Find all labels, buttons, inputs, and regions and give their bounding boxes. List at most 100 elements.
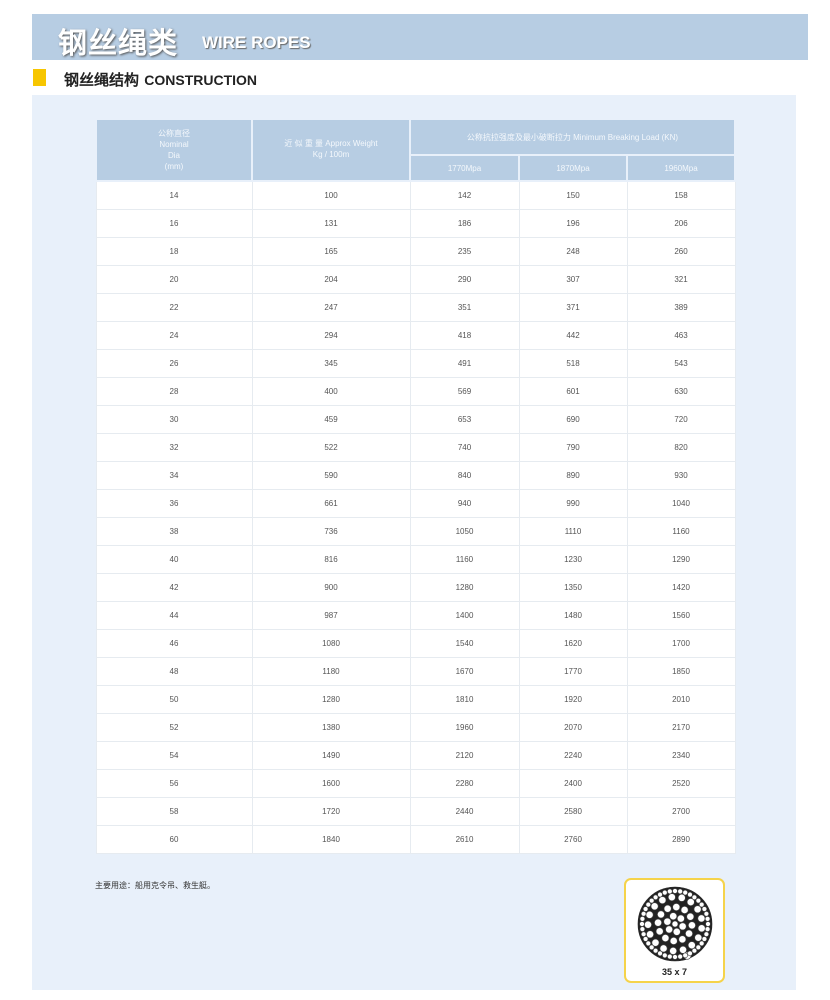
table-row: 46 1080 1540 1620 1700 — [95, 629, 736, 658]
cell-dia: 18 — [95, 237, 253, 266]
table-row: 44 987 1400 1480 1560 — [95, 601, 736, 630]
table-row: 58 1720 2440 2580 2700 — [95, 797, 736, 826]
banner-title-en: WIRE ROPES — [202, 33, 311, 52]
cell-weight: 1720 — [251, 797, 411, 826]
cell-load-1870: 1480 — [518, 601, 628, 630]
cell-weight: 1490 — [251, 741, 411, 770]
cell-weight: 590 — [251, 461, 411, 490]
table-row: 42 900 1280 1350 1420 — [95, 573, 736, 602]
cell-load-1770: 186 — [409, 209, 520, 238]
cell-dia: 54 — [95, 741, 253, 770]
cell-weight: 345 — [251, 349, 411, 378]
cell-weight: 987 — [251, 601, 411, 630]
cell-load-1870: 790 — [518, 433, 628, 462]
section-title-cn: 钢丝绳结构 — [64, 71, 140, 89]
cell-load-1870: 196 — [518, 209, 628, 238]
cell-load-1870: 1110 — [518, 517, 628, 546]
usage-note: 主要用途：船用克令吊、救生艇。 — [95, 881, 215, 890]
header-grade-1870: 1870Mpa — [518, 154, 628, 182]
cell-weight: 294 — [251, 321, 411, 350]
cell-load-1870: 2400 — [518, 769, 628, 798]
cell-dia: 34 — [95, 461, 253, 490]
cell-load-1870: 990 — [518, 489, 628, 518]
cell-load-1870: 371 — [518, 293, 628, 322]
cell-load-1960: 2520 — [626, 769, 736, 798]
header-dia: 公称直径 Nominal Dia (mm) — [95, 118, 253, 182]
cell-dia: 28 — [95, 377, 253, 406]
cell-dia: 52 — [95, 713, 253, 742]
table-row: 32 522 740 790 820 — [95, 433, 736, 462]
cell-load-1960: 1850 — [626, 657, 736, 686]
banner-title-cn: 钢丝绳类 — [58, 26, 179, 60]
cell-load-1770: 840 — [409, 461, 520, 490]
cell-dia: 58 — [95, 797, 253, 826]
cell-dia: 20 — [95, 265, 253, 294]
cell-load-1770: 1280 — [409, 573, 520, 602]
table-row: 48 1180 1670 1770 1850 — [95, 657, 736, 686]
cell-load-1870: 150 — [518, 180, 628, 210]
table-row: 30 459 653 690 720 — [95, 405, 736, 434]
table-row: 22 247 351 371 389 — [95, 293, 736, 322]
table-row: 36 661 940 990 1040 — [95, 489, 736, 518]
cell-dia: 36 — [95, 489, 253, 518]
cell-load-1870: 2240 — [518, 741, 628, 770]
table-row: 38 736 1050 1110 1160 — [95, 517, 736, 546]
cell-load-1870: 1920 — [518, 685, 628, 714]
cell-load-1960: 2700 — [626, 797, 736, 826]
section-marker — [33, 69, 46, 86]
cell-load-1870: 1620 — [518, 629, 628, 658]
cell-dia: 48 — [95, 657, 253, 686]
cell-load-1960: 1040 — [626, 489, 736, 518]
table-row: 26 345 491 518 543 — [95, 349, 736, 378]
cell-load-1870: 248 — [518, 237, 628, 266]
cell-weight: 900 — [251, 573, 411, 602]
table-row: 20 204 290 307 321 — [95, 265, 736, 294]
cell-load-1770: 940 — [409, 489, 520, 518]
cell-weight: 1600 — [251, 769, 411, 798]
header-breaking-load: 公称抗拉强度及最小破断拉力 Minimum Breaking Load (KN) — [408, 118, 737, 156]
cell-load-1960: 1560 — [626, 601, 736, 630]
cell-load-1770: 569 — [409, 377, 520, 406]
cell-load-1870: 2070 — [518, 713, 628, 742]
cell-load-1960: 2340 — [626, 741, 736, 770]
cell-load-1770: 1050 — [409, 517, 520, 546]
page-banner: 钢丝绳类 WIRE ROPES — [32, 14, 808, 60]
cell-dia: 42 — [95, 573, 253, 602]
cell-dia: 56 — [95, 769, 253, 798]
cell-dia: 22 — [95, 293, 253, 322]
cell-weight: 165 — [251, 237, 411, 266]
cell-load-1770: 1670 — [409, 657, 520, 686]
cell-load-1770: 1810 — [409, 685, 520, 714]
cell-dia: 50 — [95, 685, 253, 714]
cell-dia: 44 — [95, 601, 253, 630]
cell-load-1770: 1400 — [409, 601, 520, 630]
spec-table: 公称直径 Nominal Dia (mm) 近 似 重 量 Approx Weight… — [95, 118, 737, 854]
cell-dia: 14 — [95, 180, 253, 210]
cell-weight: 816 — [251, 545, 411, 574]
table-row: 24 294 418 442 463 — [95, 321, 736, 350]
cell-load-1870: 1350 — [518, 573, 628, 602]
cell-weight: 522 — [251, 433, 411, 462]
cell-weight: 1840 — [251, 825, 411, 854]
cell-load-1960: 1700 — [626, 629, 736, 658]
table-row: 54 1490 2120 2240 2340 — [95, 741, 736, 770]
cell-load-1960: 2170 — [626, 713, 736, 742]
table-row: 40 816 1160 1230 1290 — [95, 545, 736, 574]
cell-load-1770: 740 — [409, 433, 520, 462]
cell-load-1870: 890 — [518, 461, 628, 490]
cell-load-1960: 820 — [626, 433, 736, 462]
cell-load-1770: 418 — [409, 321, 520, 350]
cell-load-1870: 690 — [518, 405, 628, 434]
cell-weight: 459 — [251, 405, 411, 434]
cell-load-1960: 630 — [626, 377, 736, 406]
cell-load-1770: 2280 — [409, 769, 520, 798]
cell-load-1960: 260 — [626, 237, 736, 266]
cell-load-1770: 1540 — [409, 629, 520, 658]
cell-load-1770: 351 — [409, 293, 520, 322]
cell-load-1960: 543 — [626, 349, 736, 378]
table-row: 56 1600 2280 2400 2520 — [95, 769, 736, 798]
cell-load-1870: 1230 — [518, 545, 628, 574]
cell-load-1870: 2580 — [518, 797, 628, 826]
table-row: 18 165 235 248 260 — [95, 237, 736, 266]
section-title: 钢丝绳结构 CONSTRUCTION — [64, 69, 257, 90]
